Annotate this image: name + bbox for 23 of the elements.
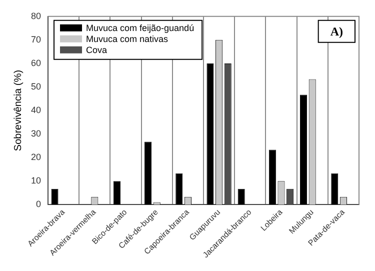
legend-label: Cova (86, 44, 108, 55)
y-tick-label: 0 (36, 199, 42, 210)
bar (51, 188, 58, 205)
bar (331, 173, 338, 205)
bar (176, 173, 183, 205)
y-tick-label: 50 (30, 81, 42, 92)
bar (268, 150, 276, 205)
y-axis-title: Sobrevivência (%) (12, 70, 24, 152)
bar (206, 63, 214, 205)
y-tick-label: 20 (30, 152, 42, 162)
y-tick-label: 10 (30, 176, 42, 186)
y-tick-label: 40 (30, 104, 42, 115)
bar (113, 181, 120, 205)
y-tick-label: 70 (30, 34, 42, 44)
legend-label: Muvuca com nativas (86, 34, 169, 44)
y-tick-label: 30 (30, 128, 42, 139)
bar (300, 94, 308, 205)
y-tick-label: 80 (30, 10, 42, 21)
annotation: A) (330, 24, 344, 38)
y-tick-label: 60 (30, 58, 42, 68)
bar (144, 142, 152, 205)
legend-label: Muvuca com feijão-guandú (86, 22, 194, 33)
bar (238, 188, 245, 205)
